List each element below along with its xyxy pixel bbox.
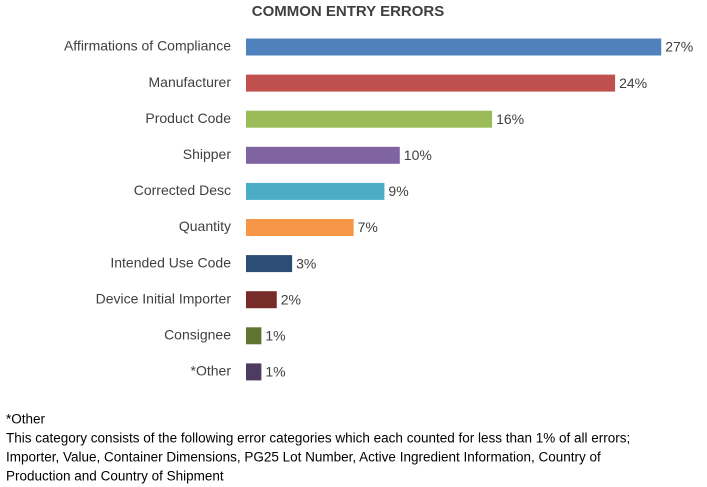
bar bbox=[246, 74, 616, 92]
value-label: 27% bbox=[665, 39, 693, 55]
y-tick-label: Manufacturer bbox=[149, 74, 232, 90]
value-label: 3% bbox=[296, 255, 316, 271]
bar bbox=[246, 255, 293, 273]
footnote-label: *Other bbox=[6, 412, 46, 427]
bar bbox=[246, 363, 262, 381]
bar bbox=[246, 182, 385, 200]
value-label: 24% bbox=[619, 75, 647, 91]
footnote-line: This category consists of the following … bbox=[6, 431, 630, 446]
bar bbox=[246, 110, 493, 128]
footnote-line: Production and Country of Shipment bbox=[6, 469, 224, 484]
bar bbox=[246, 327, 262, 345]
bar bbox=[246, 291, 277, 309]
footnote-line: Importer, Value, Container Dimensions, P… bbox=[6, 450, 601, 465]
chart-title: COMMON ENTRY ERRORS bbox=[252, 3, 445, 20]
y-tick-label: Product Code bbox=[145, 110, 231, 126]
y-tick-label: Consignee bbox=[164, 327, 231, 343]
bar bbox=[246, 146, 400, 164]
y-tick-label: Affirmations of Compliance bbox=[64, 38, 231, 54]
value-label: 7% bbox=[358, 219, 378, 235]
value-label: 1% bbox=[265, 328, 285, 344]
value-label: 1% bbox=[265, 364, 285, 380]
value-label: 10% bbox=[404, 147, 432, 163]
bar bbox=[246, 219, 354, 236]
y-tick-label: Device Initial Importer bbox=[96, 290, 232, 306]
y-tick-label: *Other bbox=[191, 363, 232, 379]
value-label: 16% bbox=[496, 111, 524, 127]
bar bbox=[246, 38, 662, 56]
y-tick-label: Quantity bbox=[179, 218, 231, 234]
value-label: 9% bbox=[388, 183, 408, 199]
y-tick-label: Corrected Desc bbox=[134, 182, 231, 198]
y-tick-label: Shipper bbox=[183, 146, 232, 162]
value-label: 2% bbox=[281, 291, 301, 307]
y-tick-label: Intended Use Code bbox=[110, 254, 231, 270]
